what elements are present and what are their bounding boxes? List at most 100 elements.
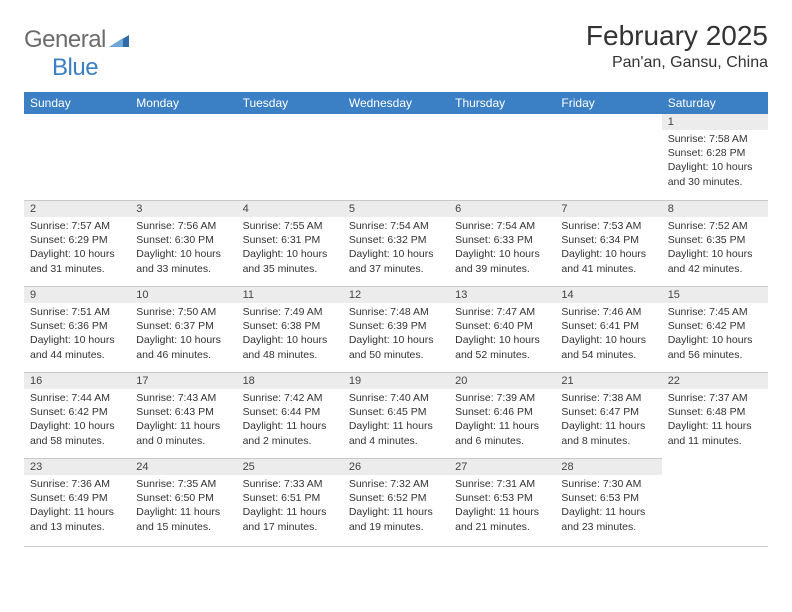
sunset-text: Sunset: 6:48 PM: [668, 405, 762, 419]
daylight-text: Daylight: 11 hours and 0 minutes.: [136, 419, 230, 447]
day-body: Sunrise: 7:30 AMSunset: 6:53 PMDaylight:…: [555, 475, 661, 538]
day-body: Sunrise: 7:56 AMSunset: 6:30 PMDaylight:…: [130, 217, 236, 280]
calendar-cell: 10Sunrise: 7:50 AMSunset: 6:37 PMDayligh…: [130, 286, 236, 372]
calendar-row: 16Sunrise: 7:44 AMSunset: 6:42 PMDayligh…: [24, 372, 768, 458]
sunrise-text: Sunrise: 7:49 AM: [243, 305, 337, 319]
day-number: 17: [130, 372, 236, 389]
calendar-cell: 6Sunrise: 7:54 AMSunset: 6:33 PMDaylight…: [449, 200, 555, 286]
day-body: Sunrise: 7:54 AMSunset: 6:32 PMDaylight:…: [343, 217, 449, 280]
sunrise-text: Sunrise: 7:43 AM: [136, 391, 230, 405]
calendar-cell: 14Sunrise: 7:46 AMSunset: 6:41 PMDayligh…: [555, 286, 661, 372]
calendar-row: 23Sunrise: 7:36 AMSunset: 6:49 PMDayligh…: [24, 458, 768, 544]
calendar-cell: 21 Sunrise: 7:38 AMSunset: 6:47 PMDayligh…: [555, 372, 661, 458]
sunset-text: Sunset: 6:50 PM: [136, 491, 230, 505]
sunset-text: Sunset: 6:31 PM: [243, 233, 337, 247]
calendar-cell: [343, 114, 449, 200]
weekday-header: Friday: [555, 92, 661, 114]
sunset-text: Sunset: 6:46 PM: [455, 405, 549, 419]
weekday-header: Sunday: [24, 92, 130, 114]
daylight-text: Daylight: 10 hours and 50 minutes.: [349, 333, 443, 361]
sunrise-text: Sunrise: 7:57 AM: [30, 219, 124, 233]
calendar-cell: 3Sunrise: 7:56 AMSunset: 6:30 PMDaylight…: [130, 200, 236, 286]
calendar-cell: [449, 114, 555, 200]
day-number: 16: [24, 372, 130, 389]
calendar-cell: 26Sunrise: 7:32 AMSunset: 6:52 PMDayligh…: [343, 458, 449, 544]
sunset-text: Sunset: 6:30 PM: [136, 233, 230, 247]
calendar-cell: 1Sunrise: 7:58 AMSunset: 6:28 PMDaylight…: [662, 114, 768, 200]
sunset-text: Sunset: 6:35 PM: [668, 233, 762, 247]
calendar-cell: 11Sunrise: 7:49 AMSunset: 6:38 PMDayligh…: [237, 286, 343, 372]
sunrise-text: Sunrise: 7:32 AM: [349, 477, 443, 491]
weekday-header: Thursday: [449, 92, 555, 114]
day-body: Sunrise: 7:49 AMSunset: 6:38 PMDaylight:…: [237, 303, 343, 366]
sunrise-text: Sunrise: 7:40 AM: [349, 391, 443, 405]
sunrise-text: Sunrise: 7:54 AM: [349, 219, 443, 233]
day-number: 9: [24, 286, 130, 303]
sunrise-text: Sunrise: 7:44 AM: [30, 391, 124, 405]
sunset-text: Sunset: 6:42 PM: [30, 405, 124, 419]
weekday-header: Tuesday: [237, 92, 343, 114]
calendar-row: 1Sunrise: 7:58 AMSunset: 6:28 PMDaylight…: [24, 114, 768, 200]
daylight-text: Daylight: 10 hours and 35 minutes.: [243, 247, 337, 275]
day-body: Sunrise: 7:36 AMSunset: 6:49 PMDaylight:…: [24, 475, 130, 538]
weekday-header: Monday: [130, 92, 236, 114]
daylight-text: Daylight: 11 hours and 6 minutes.: [455, 419, 549, 447]
daylight-text: Daylight: 11 hours and 17 minutes.: [243, 505, 337, 533]
daylight-text: Daylight: 11 hours and 13 minutes.: [30, 505, 124, 533]
day-number: 4: [237, 200, 343, 217]
day-body: Sunrise: 7:57 AMSunset: 6:29 PMDaylight:…: [24, 217, 130, 280]
sunrise-text: Sunrise: 7:48 AM: [349, 305, 443, 319]
daylight-text: Daylight: 11 hours and 2 minutes.: [243, 419, 337, 447]
day-number: 6: [449, 200, 555, 217]
day-number: 24: [130, 458, 236, 475]
day-body: Sunrise: 7:43 AMSunset: 6:43 PMDaylight:…: [130, 389, 236, 452]
day-body: Sunrise: 7:37 AMSunset: 6:48 PMDaylight:…: [662, 389, 768, 452]
daylight-text: Daylight: 11 hours and 11 minutes.: [668, 419, 762, 447]
day-number: 25: [237, 458, 343, 475]
day-body: Sunrise: 7:55 AMSunset: 6:31 PMDaylight:…: [237, 217, 343, 280]
daylight-text: Daylight: 10 hours and 58 minutes.: [30, 419, 124, 447]
daylight-text: Daylight: 10 hours and 39 minutes.: [455, 247, 549, 275]
weekday-header: Saturday: [662, 92, 768, 114]
daylight-text: Daylight: 10 hours and 42 minutes.: [668, 247, 762, 275]
day-number: 22: [662, 372, 768, 389]
sunset-text: Sunset: 6:47 PM: [561, 405, 655, 419]
title-block: February 2025 Pan'an, Gansu, China: [586, 20, 768, 72]
calendar-cell: [24, 114, 130, 200]
sunset-text: Sunset: 6:49 PM: [30, 491, 124, 505]
daylight-text: Daylight: 10 hours and 41 minutes.: [561, 247, 655, 275]
sunrise-text: Sunrise: 7:30 AM: [561, 477, 655, 491]
sunset-text: Sunset: 6:40 PM: [455, 319, 549, 333]
sunset-text: Sunset: 6:38 PM: [243, 319, 337, 333]
day-body: Sunrise: 7:39 AMSunset: 6:46 PMDaylight:…: [449, 389, 555, 452]
day-body: Sunrise: 7:35 AMSunset: 6:50 PMDaylight:…: [130, 475, 236, 538]
day-number: 19: [343, 372, 449, 389]
sunset-text: Sunset: 6:42 PM: [668, 319, 762, 333]
day-number: 5: [343, 200, 449, 217]
sunset-text: Sunset: 6:29 PM: [30, 233, 124, 247]
calendar-cell: 5Sunrise: 7:54 AMSunset: 6:32 PMDaylight…: [343, 200, 449, 286]
calendar-cell: 12Sunrise: 7:48 AMSunset: 6:39 PMDayligh…: [343, 286, 449, 372]
calendar-cell: 2Sunrise: 7:57 AMSunset: 6:29 PMDaylight…: [24, 200, 130, 286]
calendar-cell: 23Sunrise: 7:36 AMSunset: 6:49 PMDayligh…: [24, 458, 130, 544]
daylight-text: Daylight: 11 hours and 8 minutes.: [561, 419, 655, 447]
day-body: Sunrise: 7:44 AMSunset: 6:42 PMDaylight:…: [24, 389, 130, 452]
sunrise-text: Sunrise: 7:36 AM: [30, 477, 124, 491]
sunrise-text: Sunrise: 7:38 AM: [561, 391, 655, 405]
daylight-text: Daylight: 10 hours and 37 minutes.: [349, 247, 443, 275]
calendar-cell: [130, 114, 236, 200]
daylight-text: Daylight: 11 hours and 15 minutes.: [136, 505, 230, 533]
sunrise-text: Sunrise: 7:50 AM: [136, 305, 230, 319]
month-title: February 2025: [586, 20, 768, 52]
day-body: Sunrise: 7:54 AMSunset: 6:33 PMDaylight:…: [449, 217, 555, 280]
logo-text-blue: Blue: [52, 54, 98, 81]
location-text: Pan'an, Gansu, China: [586, 54, 768, 72]
day-number: 10: [130, 286, 236, 303]
day-body: Sunrise: 7:31 AMSunset: 6:53 PMDaylight:…: [449, 475, 555, 538]
day-number: 3: [130, 200, 236, 217]
day-number: 26: [343, 458, 449, 475]
day-body: Sunrise: 7:51 AMSunset: 6:36 PMDaylight:…: [24, 303, 130, 366]
daylight-text: Daylight: 10 hours and 30 minutes.: [668, 160, 762, 188]
day-number: 21: [555, 372, 661, 389]
day-number: 28: [555, 458, 661, 475]
